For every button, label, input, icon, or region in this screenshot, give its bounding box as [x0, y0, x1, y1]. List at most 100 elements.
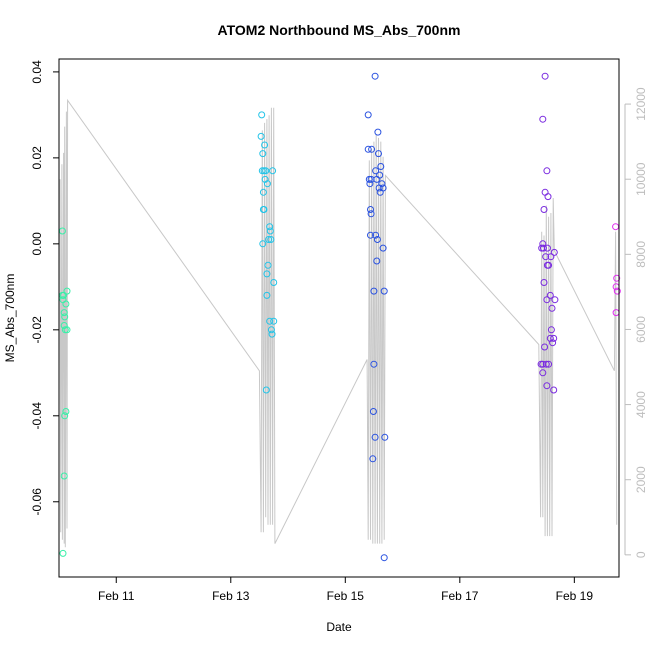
data-point: [613, 287, 621, 295]
data-point: [545, 261, 553, 269]
data-point: [373, 175, 381, 183]
data-point: [268, 330, 276, 338]
data-point: [545, 360, 553, 368]
data-point: [372, 231, 380, 239]
data-point: [369, 408, 377, 415]
points-layer: [58, 72, 621, 562]
data-point: [542, 253, 550, 261]
data-point: [367, 231, 374, 239]
data-point: [263, 270, 271, 278]
y2-tick-label: 12000: [634, 87, 648, 121]
data-point: [612, 223, 620, 231]
plot-frame: [58, 58, 620, 578]
x-axis-label: Date: [326, 620, 352, 634]
data-point: [543, 296, 551, 304]
y-tick-label: 0.04: [30, 60, 44, 84]
data-point: [550, 248, 558, 256]
data-point: [548, 304, 556, 312]
data-point: [543, 382, 551, 390]
secondary-line: [59, 98, 618, 548]
data-point: [546, 291, 554, 299]
data-point: [547, 253, 555, 261]
data-point: [367, 210, 375, 218]
x-axis: Feb 11 Feb 13 Feb 15 Feb 17 Feb 19: [98, 577, 593, 603]
data-point: [367, 206, 374, 213]
data-point: [375, 184, 383, 192]
data-point: [370, 360, 378, 368]
data-point: [267, 326, 275, 334]
data-point: [266, 317, 274, 325]
x-tick-label: Feb 15: [327, 589, 365, 603]
data-point: [266, 227, 274, 235]
data-point: [267, 236, 275, 243]
data-point: [364, 145, 372, 153]
data-point: [376, 188, 384, 196]
data-point: [374, 128, 382, 136]
y-tick-label: -0.04: [30, 402, 44, 430]
data-point: [262, 167, 270, 175]
data-point: [270, 317, 278, 325]
data-point: [371, 433, 379, 441]
y-axis: -0.06 -0.04 -0.02 0.00 0.02 0.04: [30, 60, 59, 515]
data-point: [266, 223, 274, 231]
data-point: [551, 296, 559, 304]
y2-tick-label: 4000: [634, 391, 648, 418]
data-point: [373, 236, 381, 243]
x-tick-label: Feb 19: [556, 589, 594, 603]
y-tick-label: -0.02: [30, 316, 44, 344]
data-point: [260, 206, 268, 213]
y2-tick-label: 0: [634, 551, 648, 558]
data-point: [543, 244, 551, 252]
y2-tick-label: 6000: [634, 316, 648, 343]
data-point: [258, 111, 266, 119]
x-tick-label: Feb 17: [441, 589, 479, 603]
data-point: [262, 386, 270, 394]
y2-tick-label: 10000: [634, 162, 648, 196]
x-tick-label: Feb 13: [212, 589, 250, 603]
data-point: [259, 188, 267, 196]
data-point: [541, 72, 549, 80]
data-point: [543, 167, 551, 175]
data-point: [539, 369, 547, 377]
data-point: [62, 408, 70, 415]
data-point: [60, 472, 68, 480]
data-point: [379, 244, 387, 252]
data-point: [371, 72, 379, 80]
data-point: [63, 326, 71, 334]
data-point: [539, 240, 547, 248]
data-point: [542, 360, 550, 368]
data-point: [540, 206, 548, 213]
data-point: [544, 193, 552, 201]
y2-tick-label: 2000: [634, 466, 648, 493]
data-point: [550, 334, 558, 342]
data-point: [364, 111, 372, 119]
data-point: [541, 188, 549, 196]
data-point: [263, 291, 271, 299]
data-point: [547, 326, 555, 334]
data-point: [372, 167, 380, 175]
data-point: [63, 287, 71, 295]
data-point: [59, 549, 67, 557]
data-point: [61, 412, 69, 420]
data-point: [270, 279, 278, 286]
data-point: [539, 244, 547, 252]
y2-tick-label: 8000: [634, 241, 648, 268]
data-point: [366, 180, 374, 188]
data-point: [549, 339, 557, 347]
data-point: [377, 163, 385, 170]
data-point: [261, 141, 269, 149]
data-point: [257, 132, 265, 140]
data-point: [550, 386, 558, 394]
data-point: [539, 115, 547, 123]
y-tick-label: 0.02: [30, 146, 44, 170]
data-point: [259, 150, 267, 158]
data-point: [269, 167, 277, 175]
data-point: [264, 261, 272, 269]
x-tick-label: Feb 11: [98, 589, 135, 603]
data-point: [380, 287, 388, 295]
data-point: [259, 240, 267, 248]
data-point: [369, 455, 377, 463]
y-tick-label: 0.00: [30, 232, 44, 256]
data-point: [613, 274, 621, 282]
